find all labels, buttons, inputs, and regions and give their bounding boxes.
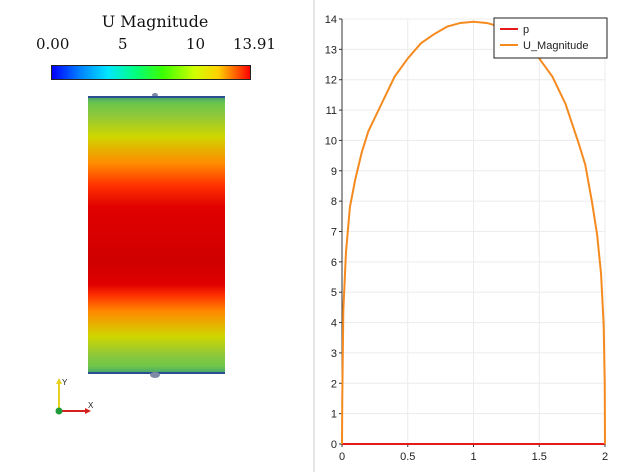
- x-tick-label-0: 0: [339, 451, 345, 463]
- y-axis-arrowhead: [56, 378, 62, 384]
- y-tick-label-14: 14: [325, 14, 337, 26]
- colorbar-tick-5: 5: [118, 35, 128, 53]
- y-tick-label-8: 8: [331, 196, 337, 208]
- x-tick-label-1: 0.5: [400, 451, 415, 463]
- y-axis-label: Y: [62, 378, 68, 387]
- y-tick-label-13: 13: [325, 44, 337, 56]
- colorbar-tick-max: 13.91: [233, 35, 276, 53]
- colorbar-title: U Magnitude: [101, 12, 209, 31]
- pipe-velocity-field[interactable]: [88, 96, 225, 374]
- x-axis-arrowhead: [85, 408, 91, 414]
- y-tick-label-3: 3: [331, 348, 337, 360]
- x-axis-label: X: [88, 401, 94, 410]
- colorbar-tick-10: 10: [186, 35, 206, 53]
- line-chart-view[interactable]: 0 1 2 3 4 5 6 7 8 9 10 11 12 13 14 0 0.5 1 1.5 2 p U_Magnitud…: [315, 0, 626, 472]
- colorbar-tick-0: 0.00: [36, 35, 70, 53]
- y-tick-label-2: 2: [331, 378, 337, 390]
- view-splitter[interactable]: [313, 0, 315, 472]
- legend-label-p: p: [523, 24, 529, 36]
- x-tick-label-4: 2: [602, 451, 608, 463]
- y-tick-label-11: 11: [326, 105, 337, 117]
- y-tick-label-6: 6: [331, 257, 337, 269]
- y-tick-label-9: 9: [331, 166, 337, 178]
- x-tick-label-3: 1.5: [532, 451, 547, 463]
- render-view[interactable]: U Magnitude 0.00 5 10 13.91 Y X: [0, 0, 313, 472]
- series-line-u-magnitude[interactable]: [341, 20, 606, 445]
- y-tick-label-4: 4: [331, 318, 337, 330]
- y-tick-label-10: 10: [325, 135, 337, 147]
- y-tick-label-1: 1: [331, 409, 337, 421]
- y-tick-label-7: 7: [331, 227, 337, 239]
- colorbar-gradient: [51, 65, 251, 80]
- legend-label-u-magnitude: U_Magnitude: [523, 40, 588, 52]
- y-tick-label-0: 0: [331, 439, 337, 451]
- x-tick-label-2: 1: [470, 451, 476, 463]
- orientation-axes: Y X: [55, 378, 94, 415]
- z-axis-origin: [55, 407, 63, 415]
- pipe-inlet-marker: [152, 93, 158, 97]
- y-tick-label-12: 12: [325, 75, 337, 87]
- y-tick-label-5: 5: [331, 287, 337, 299]
- chart-legend[interactable]: [493, 17, 608, 59]
- pipe-outlet-marker: [150, 372, 160, 378]
